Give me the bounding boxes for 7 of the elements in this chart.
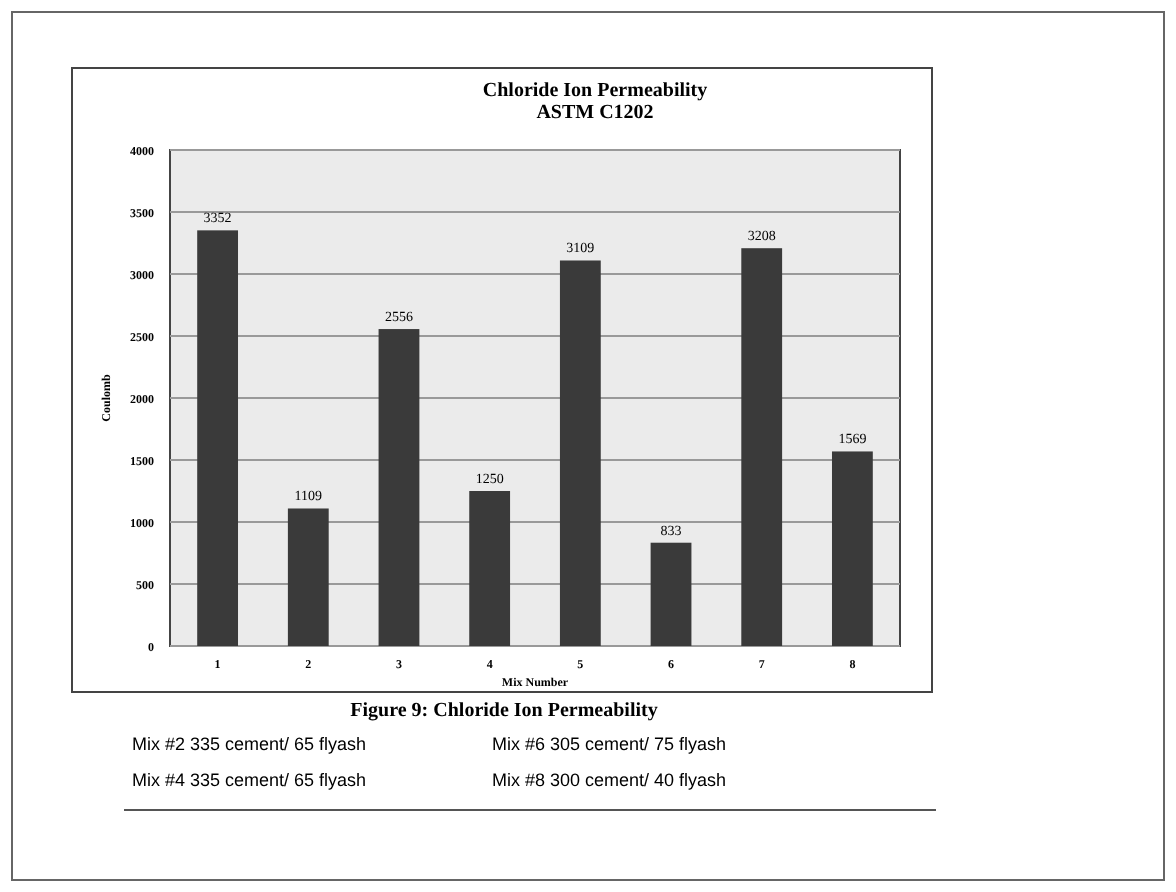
- text: Mix #6 305 cement/ 75 flyash: [492, 734, 727, 754]
- text: Mix #8 300 cement/ 40 flyash: [492, 770, 727, 790]
- text: Mix #4 335 cement/ 65 flyash: [132, 770, 367, 790]
- chart-title: Chloride Ion Permeability: [482, 80, 708, 102]
- caption: Figure 9: Chloride Ion Permeability: [350, 700, 658, 722]
- chart-subtitle: ASTM C1202: [536, 102, 654, 124]
- text: Mix #2 335 cement/ 65 flyash: [132, 734, 367, 754]
